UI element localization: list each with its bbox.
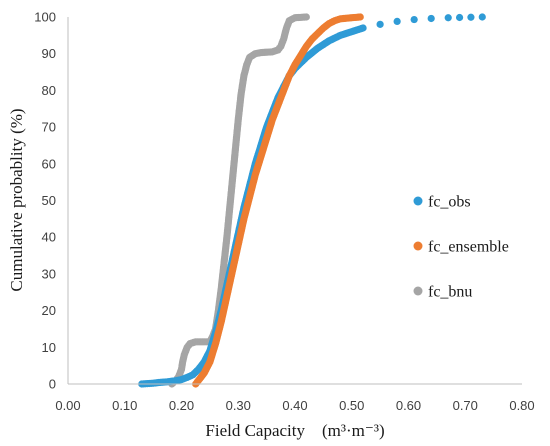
y-tick-label: 20 <box>42 303 56 318</box>
y-tick-label: 50 <box>42 193 56 208</box>
y-tick-label: 40 <box>42 230 56 245</box>
data-point <box>427 14 435 23</box>
x-tick-label: 0.00 <box>55 398 80 413</box>
data-points <box>138 13 486 388</box>
x-tick-label: 0.10 <box>112 398 137 413</box>
y-tick-label: 100 <box>34 10 56 25</box>
y-tick-label: 80 <box>42 83 56 98</box>
legend-marker <box>413 196 423 206</box>
legend-label: fc_bnu <box>428 284 472 301</box>
y-tick-label: 0 <box>49 377 56 392</box>
legend: fc_obs fc_ensemble fc_bnu <box>413 194 509 301</box>
data-point <box>393 17 401 26</box>
x-tick-label: 0.70 <box>453 398 478 413</box>
legend-label: fc_obs <box>428 194 471 211</box>
legend-label: fc_ensemble <box>428 239 509 256</box>
data-point <box>478 13 486 21</box>
series-fc_bnu <box>168 13 310 388</box>
y-tick-label: 70 <box>42 120 56 135</box>
x-tick-label: 0.40 <box>282 398 307 413</box>
y-tick-labels: 0 10 20 30 40 50 60 70 80 90 100 <box>34 10 56 392</box>
legend-marker <box>413 286 423 296</box>
x-tick-label: 0.80 <box>509 398 534 413</box>
x-tick-label: 0.20 <box>169 398 194 413</box>
data-point <box>467 13 475 21</box>
y-tick-label: 90 <box>42 46 56 61</box>
data-point <box>410 15 418 24</box>
x-axis-title: Field Capacity (m³·m⁻³) <box>205 421 384 440</box>
x-tick-label: 0.30 <box>226 398 251 413</box>
series-fc_ensemble <box>192 13 364 388</box>
x-tick-label: 0.50 <box>339 398 364 413</box>
y-tick-label: 10 <box>42 340 56 355</box>
data-point <box>356 13 364 21</box>
y-tick-label: 30 <box>42 266 56 281</box>
x-tick-labels: 0.00 0.10 0.20 0.30 0.40 0.50 0.60 0.70 0.80 <box>55 398 534 413</box>
y-axis-title: Cumulative probablity (%) <box>7 108 26 291</box>
data-point <box>302 13 310 21</box>
legend-marker <box>413 241 423 251</box>
data-point <box>444 14 452 22</box>
data-point <box>376 20 384 28</box>
data-point <box>455 13 464 22</box>
x-tick-label: 0.60 <box>396 398 421 413</box>
data-point <box>359 24 367 32</box>
y-tick-label: 60 <box>42 156 56 171</box>
